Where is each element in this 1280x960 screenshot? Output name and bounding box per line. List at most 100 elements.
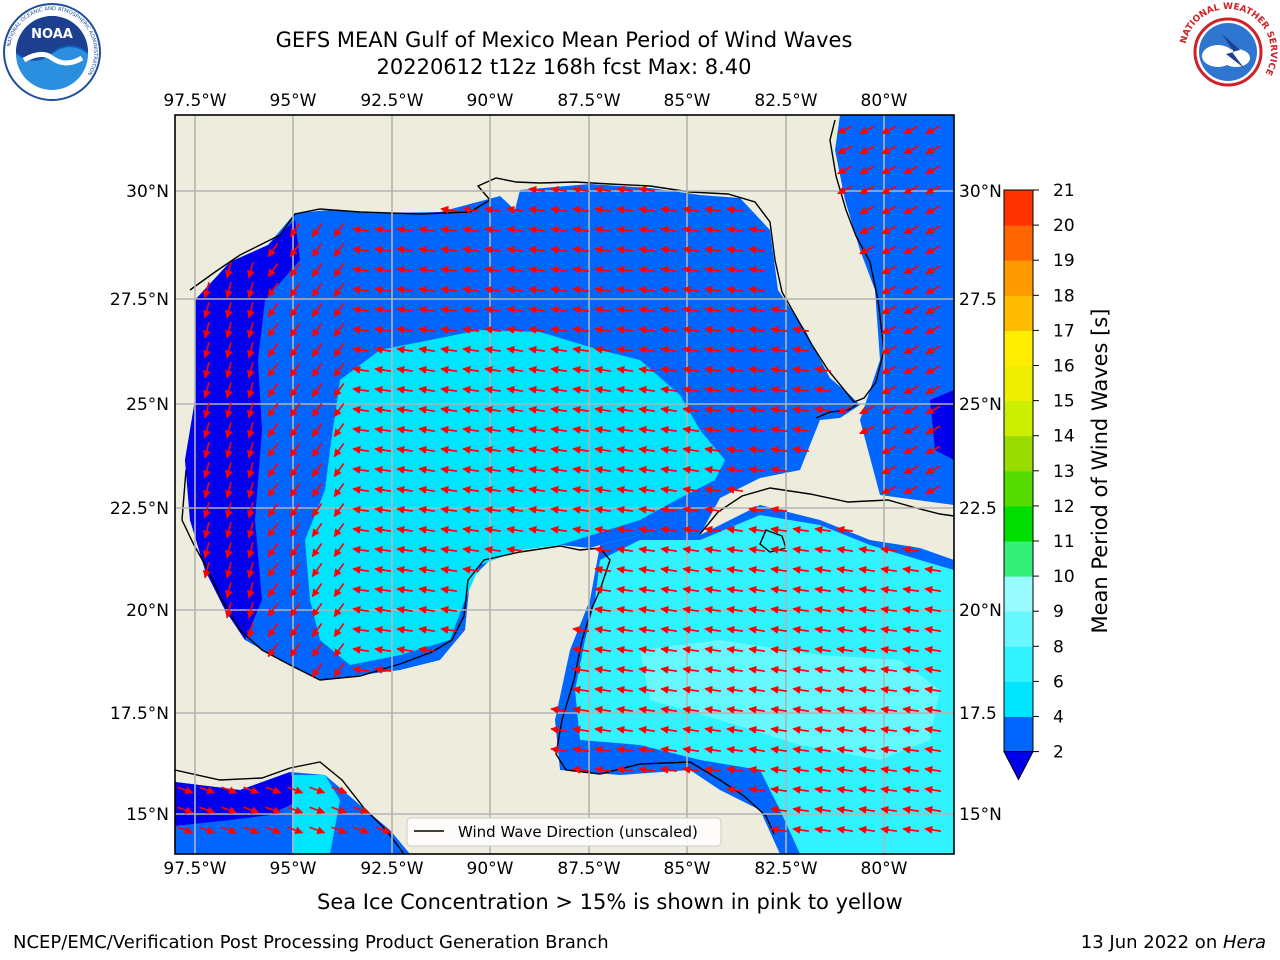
wind-wave-arrow [792,365,810,374]
wind-wave-arrow [881,445,897,455]
wind-wave-arrow [902,605,920,614]
wind-wave-arrow [311,443,323,458]
wind-wave-arrow [594,625,612,634]
wind-wave-arrow [418,405,436,414]
wind-wave-arrow [311,423,323,438]
wind-wave-arrow [462,325,480,334]
wind-wave-arrow [418,305,436,314]
wind-wave-arrow [506,385,524,394]
wind-wave-arrow [682,645,700,654]
sea-ice-note: Sea Ice Concentration > 15% is shown in … [317,890,903,914]
wind-wave-arrow [616,565,634,574]
wind-wave-arrow [858,705,876,714]
wind-wave-arrow [289,383,301,398]
wind-wave-arrow [903,485,919,495]
wind-wave-arrow [881,425,897,435]
wind-wave-arrow [859,405,875,415]
wind-wave-arrow [289,343,301,358]
wind-wave-arrow [660,425,678,434]
wind-wave-arrow [224,362,233,379]
wind-wave-arrow [638,765,656,774]
wind-wave-arrow [289,463,301,478]
wind-wave-arrow [881,385,897,395]
wind-wave-arrow [528,205,546,214]
wind-wave-arrow [770,585,788,594]
wind-wave-arrow [881,145,897,155]
wind-wave-arrow [770,605,788,614]
wind-wave-arrow [267,463,279,478]
wind-wave-arrow [202,302,211,319]
wind-wave-arrow [616,605,634,614]
wind-wave-arrow [311,263,323,278]
wind-wave-arrow [660,305,678,314]
wind-wave-arrow [748,425,766,434]
colorbar-tick-label: 21 [1053,181,1075,201]
wind-wave-arrow [246,262,255,279]
wind-wave-arrow [243,786,260,795]
wind-wave-arrow [880,625,898,634]
wind-wave-arrow [792,385,810,394]
colorbar-segment [1004,611,1033,647]
wind-wave-arrow [638,205,656,214]
wind-wave-arrow [748,245,766,254]
lat-label-left: 30°N [126,182,169,202]
wind-wave-arrow [704,565,722,574]
wind-wave-arrow [925,245,941,255]
wind-wave-arrow [660,605,678,614]
low-period-band-pacific [175,772,300,826]
wind-wave-arrow [333,363,345,378]
wind-wave-arrow [506,405,524,414]
colorbar-label: Mean Period of Wind Waves [s] [1088,309,1112,634]
wind-wave-arrow [352,265,370,274]
wind-wave-arrow [726,545,744,554]
wind-wave-arrow [881,125,897,135]
wind-wave-arrow [881,365,897,375]
wind-wave-arrow [374,245,392,254]
wind-wave-arrow [726,525,744,534]
wind-wave-arrow [682,585,700,594]
wind-wave-arrow [704,265,722,274]
wind-wave-arrow [903,385,919,395]
wind-wave-arrow [594,745,612,754]
wind-wave-arrow [202,282,211,299]
colorbar-segment [1004,716,1033,753]
wind-wave-arrow [484,285,502,294]
wind-wave-arrow [374,265,392,274]
wind-wave-arrow [311,243,323,258]
wind-wave-arrow [289,583,301,598]
wind-wave-arrow [814,405,832,414]
wind-wave-arrow [902,685,920,694]
wind-wave-arrow [528,425,546,434]
wind-wave-arrow [881,185,897,195]
wind-wave-arrow [528,305,546,314]
wind-wave-arrow [682,205,700,214]
wind-wave-arrow [224,502,233,519]
wind-wave-arrow [267,383,279,398]
wind-wave-arrow [528,405,546,414]
wind-wave-arrow [682,485,700,494]
wind-wave-arrow [374,365,392,374]
colorbar-segment [1004,681,1033,717]
wind-wave-arrow [903,425,919,435]
wind-wave-arrow [418,325,436,334]
wind-wave-arrow [440,225,458,234]
wind-wave-arrow [616,485,634,494]
colorbar-segment [1004,470,1033,507]
wind-wave-arrow [333,603,345,618]
wind-wave-arrow [814,745,832,754]
wind-wave-arrow [396,625,414,634]
wind-wave-arrow [440,625,458,634]
wind-wave-arrow [770,305,788,314]
wind-wave-arrow [311,463,323,478]
wind-wave-arrow [311,223,323,238]
wind-wave-arrow [858,685,876,694]
wind-wave-arrow [224,582,233,599]
wind-wave-arrow [704,445,722,454]
wind-wave-arrow [858,585,876,594]
wind-wave-arrow [925,405,941,415]
wind-wave-arrow [726,445,744,454]
wind-wave-arrow [311,343,323,358]
wind-wave-arrow [594,505,612,514]
wind-wave-arrow [506,205,524,214]
wind-wave-arrow [792,545,810,554]
